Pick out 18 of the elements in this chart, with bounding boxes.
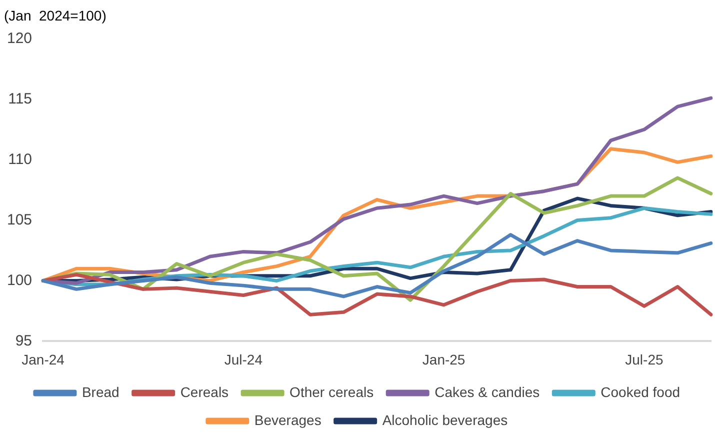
x-tick-label: Jan-24: [22, 351, 65, 368]
x-tick-label: Jul-25: [625, 351, 664, 368]
y-tick-label: 95: [15, 332, 32, 350]
y-tick-label: 115: [8, 90, 32, 108]
legend-label: Cereals: [180, 384, 229, 400]
x-tick-label: Jul-24: [224, 351, 263, 368]
y-tick-label: 120: [6, 30, 32, 47]
legend-label: Other cereals: [290, 384, 374, 400]
y-tick-label: 100: [6, 272, 32, 289]
y-tick-label: 110: [8, 150, 32, 168]
y-tick-label: 105: [6, 211, 32, 228]
legend-label: Beverages: [254, 412, 322, 428]
x-tick-label: Jan-25: [422, 351, 466, 368]
legend-label: Alcoholic beverages: [382, 412, 508, 428]
legend-label: Cooked food: [600, 384, 680, 400]
legend-label: Bread: [82, 384, 120, 400]
legend-label: Cakes & candies: [434, 384, 540, 400]
y-axis-title: (Jan 2024=100): [4, 7, 106, 24]
